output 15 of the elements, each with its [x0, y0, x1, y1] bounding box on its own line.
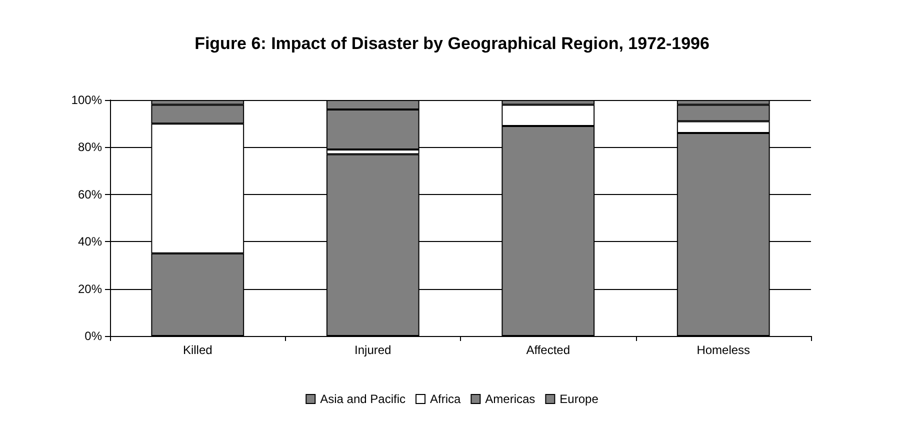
- legend-label: Africa: [430, 392, 461, 406]
- x-tick-label: Affected: [526, 343, 570, 357]
- y-tick-label: 60%: [78, 187, 102, 202]
- y-tick-label: 40%: [78, 234, 102, 249]
- y-tick-label: 80%: [78, 140, 102, 154]
- x-tick-label: Homeless: [696, 343, 750, 357]
- legend-label: Americas: [485, 392, 536, 406]
- x-tick-label: Injured: [354, 343, 392, 357]
- chart-title: Figure 6: Impact of Disaster by Geographical Region, 1972-1996: [194, 34, 710, 53]
- legend-label: Asia and Pacific: [320, 392, 406, 406]
- legend-label: Europe: [560, 392, 599, 406]
- y-tick-label: 100%: [71, 93, 102, 107]
- y-tick-label: 20%: [78, 282, 102, 296]
- y-tick-label: 0%: [84, 329, 102, 343]
- x-tick-label: Killed: [182, 343, 212, 357]
